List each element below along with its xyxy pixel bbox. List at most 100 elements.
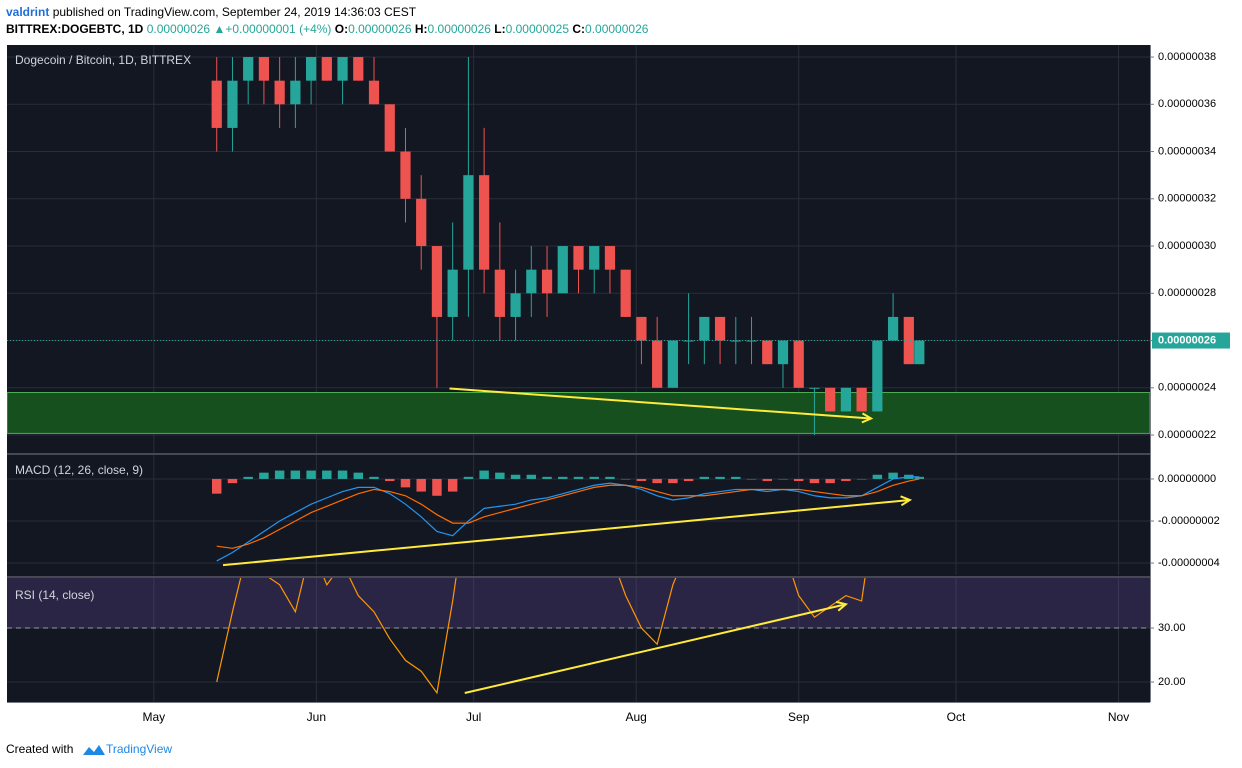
price-pane [7,45,1150,453]
macd-histogram-bar [290,470,301,479]
axes: May Jun Jul Aug Sep Oct Nov 0.00000022 0.0000002… [142,51,1230,724]
candle-body [400,151,411,199]
macd-histogram-bar [416,478,426,492]
candle-body [526,269,537,294]
rsi-line [216,578,866,695]
candle-body [510,293,521,317]
x-tick-label: Jun [307,710,326,724]
price-title: Dogecoin / Bitcoin, 1D, BITTREX [15,53,191,67]
candle-body [227,80,238,128]
macd-histogram-bar [227,478,238,484]
trend-line [222,498,910,567]
macd-histogram-bar [495,472,505,479]
footer-created: Created with [6,742,73,756]
y-tick-label: 0.00000000 [1158,473,1216,485]
macd-histogram-bar [337,470,348,479]
candle-body [589,246,600,270]
h-label: H: [414,22,428,36]
candle-body [368,80,380,105]
x-tick-label: Sep [788,710,810,724]
macd-histogram-bar [683,478,694,482]
macd-histogram-bar [746,478,757,480]
last: 0.00000026 [146,22,211,36]
candle-body [243,57,254,81]
x-tick-label: May [142,710,165,724]
last-price-label: 0.00000026 [1158,334,1216,346]
h: 0.00000026 [427,22,491,36]
candle-body [321,57,332,81]
macd-histogram-bar [463,476,474,479]
candle-body [604,246,616,270]
candle-body [887,316,899,341]
candle-body [652,340,663,388]
candle-body [620,269,631,317]
macd-histogram-bar [306,470,316,479]
candle-body [541,269,553,294]
trend-line [449,387,872,420]
x-tick-label: Jul [466,710,481,724]
macd-histogram-bar [872,474,883,479]
x-tick-label: Aug [625,710,646,724]
candle-body [494,269,505,317]
publish-line: valdrint published on TradingView.com, S… [6,5,416,19]
candle-body [872,340,883,412]
l-label: L: [494,22,506,36]
candle-body [714,316,726,341]
footer-brand[interactable]: TradingView [106,742,172,756]
trend-arrowhead [835,600,849,612]
last-price-tag [1152,332,1230,349]
candle-body [699,316,710,341]
macd-histogram-bar [809,478,820,484]
macd-histogram-bar [699,476,710,479]
y-tick-label: 0.00000024 [1158,382,1216,394]
macd-histogram-bar [447,478,458,492]
candle-body [384,104,395,152]
macd-line [216,476,920,562]
macd-histogram-bar [212,478,222,494]
macd-histogram-bar [914,476,925,479]
macd-title: MACD (12, 26, close, 9) [15,463,143,477]
change-text: +0.00000001 (+4%) [225,22,332,36]
macd-histogram-bar [620,478,631,480]
candle-body [258,57,270,81]
macd-histogram-bar [322,470,332,479]
candle-body [305,57,317,81]
candle-body [825,387,836,412]
candle-body [762,340,773,365]
x-tick-label: Nov [1108,710,1129,724]
macd-histogram-bar [605,476,615,479]
candle-body [856,387,867,412]
macd-histogram-bar [668,478,678,484]
y-tick-label: 0.00000038 [1158,51,1216,63]
brand-logo [83,745,105,755]
candle-body [793,340,804,388]
macd-histogram-bar [353,472,364,479]
macd-histogram-bar [778,478,788,480]
macd-histogram-bar [825,478,835,484]
support-zone [7,392,1150,434]
macd-histogram-bar [526,474,537,479]
candle-body [903,316,914,365]
trend-line [464,603,847,695]
macd-histogram-bar [274,470,285,479]
candle-body [447,269,458,317]
y-tick-label: 0.00000022 [1158,429,1216,441]
candle-body [636,316,647,341]
macd-histogram-bar [762,478,772,482]
o-label: O: [334,22,349,36]
author: valdrint [6,5,50,19]
candle-body [479,175,490,270]
macd-histogram-bar [888,472,898,479]
macd-histogram-bar [841,478,851,482]
candle-body [840,387,852,412]
candle-body [777,340,789,365]
macd-histogram-bar [636,478,647,482]
macd-histogram-bar [652,478,662,484]
macd-histogram-bar [558,476,568,479]
candle-body [431,246,443,317]
macd-histogram-bar [856,478,867,480]
macd-pane [7,455,1150,575]
candle-body [573,246,584,270]
